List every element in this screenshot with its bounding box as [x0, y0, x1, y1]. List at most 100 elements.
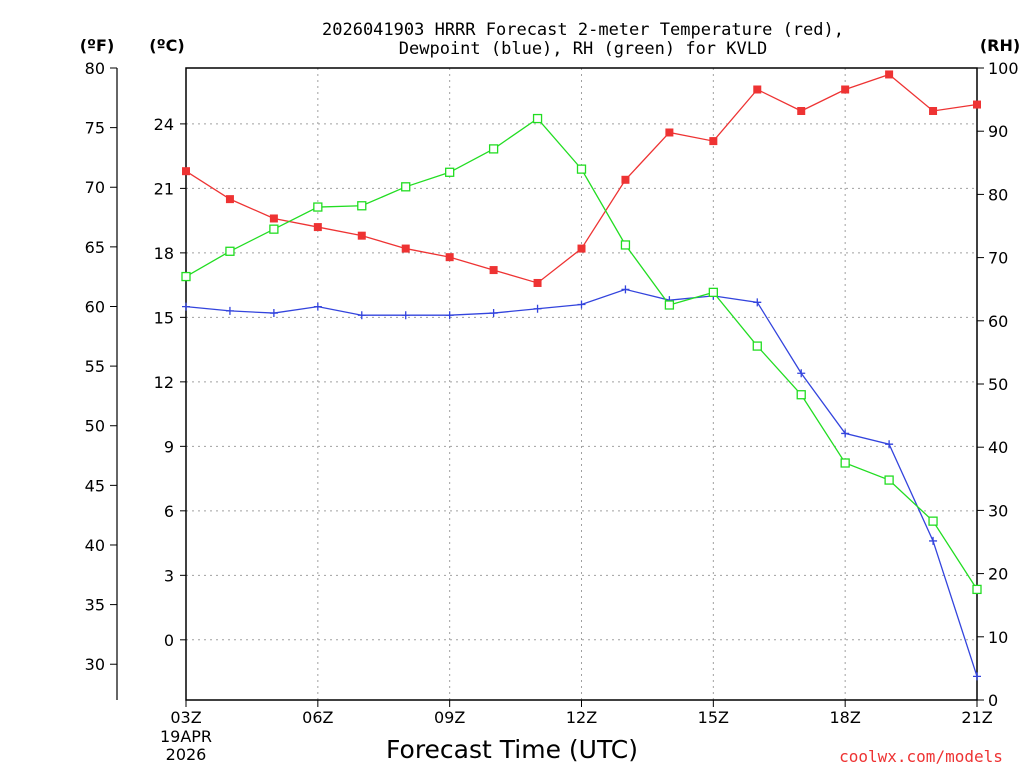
fahrenheit-unit-label: (ºF): [80, 36, 115, 55]
x-tick-label: 09Z: [434, 708, 465, 727]
x-tick-label: 18Z: [830, 708, 861, 727]
temperature-point: [489, 266, 498, 275]
x-axis-title: Forecast Time (UTC): [386, 735, 638, 764]
celsius-tick-label: 18: [154, 244, 174, 263]
rh-tick-label: 90: [988, 122, 1008, 141]
temperature-point: [753, 85, 762, 94]
rh-point: [884, 475, 894, 485]
axes: 03Z 06Z 09Z 12Z 15Z 18Z 21Z0369121518212430354…: [85, 59, 1019, 727]
temperature-point: [885, 70, 894, 79]
grid-lines: [186, 68, 977, 700]
rh-point: [445, 167, 455, 177]
celsius-tick-label: 0: [164, 631, 174, 650]
rh-tick-label: 40: [988, 438, 1008, 457]
dewpoint-point: [533, 304, 542, 313]
plot-frame: [185, 67, 978, 701]
rh-tick-label: 20: [988, 565, 1008, 584]
temperature-point: [225, 195, 234, 204]
temperature-point: [841, 85, 850, 94]
fahrenheit-tick-label: 50: [85, 417, 105, 436]
fahrenheit-tick-label: 30: [85, 655, 105, 674]
x-tick-label: 03Z: [170, 708, 201, 727]
fahrenheit-tick-label: 65: [85, 238, 105, 257]
rh-point: [488, 144, 499, 154]
dewpoint-point: [973, 672, 981, 681]
fahrenheit-tick-label: 35: [85, 596, 105, 615]
rh-tick-label: 60: [988, 312, 1008, 331]
rh-tick-label: 100: [988, 59, 1019, 78]
dewpoint-point: [313, 302, 322, 311]
fahrenheit-tick-label: 75: [85, 119, 105, 138]
dewpoint-point: [269, 309, 278, 318]
temperature-point: [929, 106, 938, 115]
rh-point: [225, 246, 235, 256]
celsius-unit-label: (ºC): [149, 36, 184, 55]
fahrenheit-tick-label: 60: [85, 297, 105, 316]
dewpoint-point: [885, 440, 894, 449]
dewpoint-point: [357, 311, 366, 320]
celsius-tick-label: 9: [164, 437, 174, 456]
credit-text: coolwx.com/models: [839, 747, 1003, 766]
rh-point: [532, 113, 543, 124]
dewpoint-point: [225, 306, 234, 315]
temperature-point: [797, 106, 806, 115]
temperature-point: [445, 253, 454, 262]
celsius-tick-label: 3: [164, 566, 174, 585]
temperature-point: [269, 214, 278, 223]
dewpoint-point: [401, 311, 410, 320]
dewpoint-point: [753, 298, 762, 307]
rh-tick-label: 10: [988, 628, 1008, 647]
x-tick-label: 15Z: [698, 708, 729, 727]
temperature-point: [357, 231, 366, 240]
celsius-tick-label: 15: [154, 308, 174, 327]
temperature-point: [313, 223, 322, 232]
rh-point: [928, 516, 938, 526]
temperature-point: [665, 128, 674, 137]
x-tick-label: 12Z: [566, 708, 597, 727]
temperature-point: [533, 278, 542, 287]
dewpoint-point: [841, 429, 850, 438]
series-lines: [181, 70, 982, 681]
dewpoint-point: [577, 300, 586, 309]
rh-tick-label: 0: [988, 691, 998, 710]
rh-point: [840, 458, 850, 468]
rh-point: [401, 182, 411, 192]
rh-point: [752, 341, 762, 351]
dewpoint-point: [182, 302, 190, 311]
temperature-point: [621, 175, 630, 184]
celsius-tick-label: 12: [154, 373, 174, 392]
dewpoint-point: [929, 536, 938, 545]
chart-title-line2: Dewpoint (blue), RH (green) for KVLD: [399, 39, 767, 59]
temperature-point: [401, 244, 410, 253]
rh-point: [313, 202, 323, 212]
rh-point: [664, 300, 675, 310]
date-label-year: 2026: [166, 745, 207, 764]
fahrenheit-tick-label: 70: [85, 178, 105, 197]
fahrenheit-tick-label: 55: [85, 357, 105, 376]
rh-tick-label: 30: [988, 501, 1008, 520]
rh-point: [620, 240, 631, 250]
rh-point: [269, 224, 279, 234]
rh-point: [181, 271, 191, 282]
dewpoint-point: [797, 369, 806, 378]
rh-point: [576, 164, 587, 174]
rh-point: [357, 201, 367, 211]
x-tick-label: 21Z: [961, 708, 992, 727]
fahrenheit-tick-label: 40: [85, 536, 105, 555]
rh-point: [796, 390, 806, 400]
temperature-point: [973, 100, 981, 109]
temperature-point: [182, 167, 190, 176]
x-tick-label: 06Z: [302, 708, 333, 727]
rh-unit-label: (RH): [980, 36, 1020, 55]
celsius-tick-label: 24: [154, 115, 174, 134]
dewpoint-point: [445, 311, 454, 320]
date-label-day: 19APR: [160, 727, 212, 746]
rh-tick-label: 80: [988, 185, 1008, 204]
fahrenheit-tick-label: 45: [85, 476, 105, 495]
celsius-tick-label: 21: [154, 179, 174, 198]
rh-tick-label: 70: [988, 249, 1008, 268]
dewpoint-point: [621, 285, 630, 294]
rh-point: [972, 584, 982, 595]
rh-tick-label: 50: [988, 375, 1008, 394]
